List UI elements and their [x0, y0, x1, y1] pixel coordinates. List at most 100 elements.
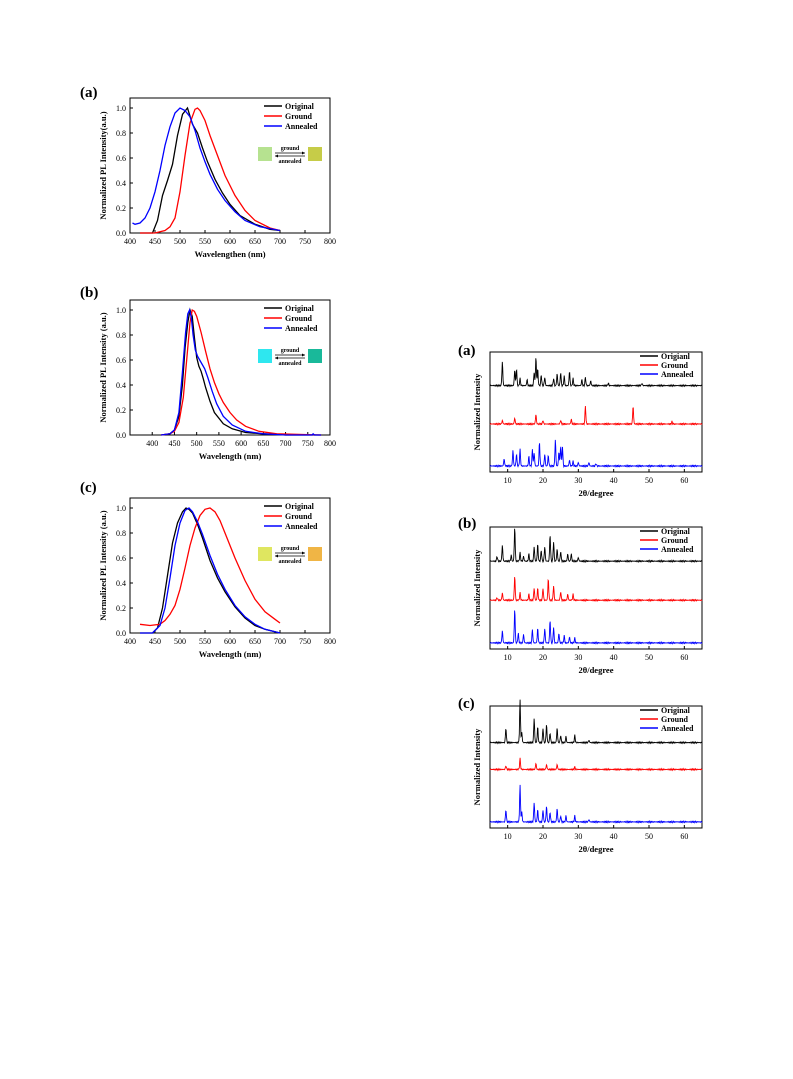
pl-chart-b: 400 450 500 550 600 650 700 750 800 0.0 0.2 0.4 0.6 0…: [90, 292, 345, 472]
inset-bottom-label: annealed: [278, 159, 302, 165]
x-tick-label: 40: [610, 653, 618, 662]
legend-label: Origianl: [661, 352, 691, 361]
x-tick-label: 650: [249, 237, 261, 246]
x-tick-label: 700: [274, 637, 286, 646]
legend-label: Original: [285, 102, 315, 111]
legend-label: Original: [661, 706, 691, 715]
plot-frame: [489, 705, 703, 829]
panel-label-xrd-a: (a): [458, 343, 476, 359]
x-tick-label: 450: [168, 439, 180, 448]
x-tick-label: 750: [299, 237, 311, 246]
y-axis-label: Normalized PL Intensity (a.u.): [98, 510, 108, 620]
y-axis-label: Normalized Intensity: [472, 549, 482, 626]
x-tick-label: 700: [274, 237, 286, 246]
y-tick-label: 0.2: [116, 204, 126, 213]
series-line-ground: [139, 507, 281, 627]
x-tick-label: 650: [257, 439, 269, 448]
x-axis-label: Wavelengthen (nm): [194, 249, 265, 259]
y-tick-label: 0.4: [116, 381, 126, 390]
series-line-original: [140, 106, 281, 234]
plot-frame: [489, 526, 703, 650]
x-tick-label: 650: [249, 637, 261, 646]
y-tick-label: 1.0: [116, 504, 126, 513]
pattern-line-annealed: [489, 784, 703, 825]
panel-label-pl-b: (b): [80, 285, 99, 301]
x-axis-label: Wavelength (nm): [199, 451, 262, 461]
x-tick-label: 400: [124, 637, 136, 646]
x-tick-label: 400: [146, 439, 158, 448]
x-tick-label: 40: [610, 832, 618, 841]
pattern-line-ground: [489, 577, 703, 603]
series-line-ground: [140, 107, 281, 234]
pattern-line-original: [489, 528, 703, 564]
inset-right-sample-swatch: [308, 349, 322, 363]
panel-label-xrd-b: (b): [458, 516, 477, 532]
x-tick-label: 400: [124, 237, 136, 246]
inset-top-label: ground: [281, 146, 300, 152]
x-tick-label: 600: [235, 439, 247, 448]
y-tick-label: 0.6: [116, 356, 126, 365]
panel-label-pl-a: (a): [80, 85, 98, 101]
inset-left-sample-swatch: [258, 547, 272, 561]
series-line-original: [140, 507, 281, 634]
pattern-line-ground: [489, 757, 703, 772]
x-tick-label: 10: [504, 653, 512, 662]
x-tick-label: 60: [680, 476, 688, 485]
x-tick-label: 450: [149, 637, 161, 646]
x-tick-label: 60: [680, 653, 688, 662]
legend-label: Original: [285, 304, 315, 313]
y-tick-label: 0.0: [116, 629, 126, 638]
pl-chart-c: 400 450 500 550 600 650 700 750 800 0.0 0.2 0.4 0.6 0…: [90, 490, 345, 670]
x-tick-label: 800: [324, 637, 336, 646]
legend-label: Annealed: [285, 122, 318, 131]
y-axis-label: Normalized PL Intensity (a.u.): [98, 312, 108, 422]
xrd-chart-a: 10 20 30 40 50 60 2θ/degree Normalized Intensit…: [460, 346, 710, 504]
legend-label: Ground: [661, 536, 689, 545]
inset-top-label: ground: [281, 348, 300, 354]
series-line-ground: [161, 308, 322, 436]
x-tick-label: 20: [539, 476, 547, 485]
legend-label: Original: [661, 527, 691, 536]
x-tick-label: 550: [199, 637, 211, 646]
x-tick-label: 550: [199, 237, 211, 246]
inset-bottom-label: annealed: [278, 559, 302, 565]
y-axis-label: Normalized Intensity: [472, 373, 482, 450]
pattern-line-ground: [489, 405, 703, 427]
x-tick-label: 600: [224, 637, 236, 646]
pattern-line-origianl: [489, 358, 703, 388]
inset-arrowhead-forward: [302, 353, 305, 357]
inset-arrowhead-back: [275, 554, 278, 558]
y-tick-label: 0.0: [116, 229, 126, 238]
x-axis-label: Wavelength (nm): [199, 649, 262, 659]
plot-frame: [129, 299, 331, 436]
x-tick-label: 30: [574, 476, 582, 485]
x-axis-label: 2θ/degree: [579, 844, 614, 854]
x-tick-label: 30: [574, 653, 582, 662]
legend-label: Ground: [661, 715, 689, 724]
pattern-line-annealed: [489, 439, 703, 469]
inset-arrowhead-forward: [302, 551, 305, 555]
pattern-line-original: [489, 699, 703, 745]
x-tick-label: 500: [174, 637, 186, 646]
x-tick-label: 20: [539, 653, 547, 662]
legend-label: Ground: [285, 112, 313, 121]
inset-arrowhead-back: [275, 356, 278, 360]
y-tick-label: 1.0: [116, 306, 126, 315]
series-line-annealed: [161, 308, 322, 436]
x-tick-label: 50: [645, 476, 653, 485]
x-axis-label: 2θ/degree: [579, 665, 614, 675]
series-line-original: [161, 307, 322, 436]
pl-chart-a: 400 450 500 550 600 650 700 750 800 0.0 0.2 0.4 0.6 0…: [90, 90, 345, 270]
x-axis-label: 2θ/degree: [579, 488, 614, 498]
inset-right-sample-swatch: [308, 147, 322, 161]
y-tick-label: 0.8: [116, 129, 126, 138]
x-tick-label: 500: [191, 439, 203, 448]
x-tick-label: 40: [610, 476, 618, 485]
series-line-annealed: [140, 507, 281, 634]
x-tick-label: 800: [324, 237, 336, 246]
series-line-annealed: [132, 107, 281, 232]
legend-label: Original: [285, 502, 315, 511]
x-tick-label: 600: [224, 237, 236, 246]
inset-bottom-label: annealed: [278, 361, 302, 367]
y-tick-label: 0.2: [116, 406, 126, 415]
